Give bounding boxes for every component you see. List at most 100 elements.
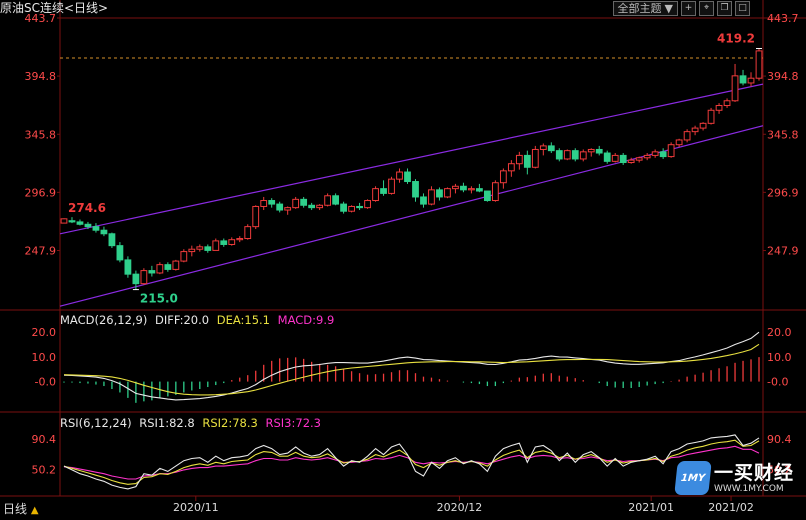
period-switcher-label: 日线 xyxy=(3,502,28,516)
price-tick-right: 296.9 xyxy=(767,186,799,199)
candle xyxy=(515,154,523,165)
rsi-legend-rsi1: RSI1:82.8 xyxy=(139,416,195,430)
rsi-tick-right: 90.4 xyxy=(767,433,792,446)
plus-icon[interactable]: + xyxy=(681,0,696,16)
logo-badge: 1MY xyxy=(674,461,712,495)
candle xyxy=(364,200,371,209)
rsi-tick-right: 50.2 xyxy=(767,464,792,477)
candle xyxy=(707,109,715,124)
price-tick-left: 296.9 xyxy=(25,186,57,199)
price-tick-left: 443.7 xyxy=(25,12,57,25)
diff-line xyxy=(63,331,760,401)
macd-tick-left: 20.0 xyxy=(32,326,57,339)
restore-icon[interactable]: ❐ xyxy=(717,0,732,16)
candle xyxy=(324,195,332,206)
low-label: 215.0 xyxy=(140,292,178,306)
maximize-icon[interactable]: □ xyxy=(735,0,750,16)
dea-line xyxy=(63,343,760,396)
candle xyxy=(723,100,731,107)
candle xyxy=(212,240,220,251)
candle xyxy=(76,221,84,225)
candle xyxy=(468,188,475,191)
candle xyxy=(132,273,140,285)
theme-select[interactable]: 全部主题 ▼ xyxy=(612,0,678,16)
candle xyxy=(675,139,683,146)
channel-line-upper xyxy=(59,83,764,235)
candle xyxy=(220,240,228,245)
rsi1-line xyxy=(63,434,760,490)
candle xyxy=(108,233,116,247)
candle xyxy=(667,144,675,158)
candle xyxy=(555,150,563,160)
candle xyxy=(372,188,379,202)
candle xyxy=(380,188,387,194)
start-label: 274.6 xyxy=(68,201,106,215)
macd-tick-left: 10.0 xyxy=(32,351,57,364)
candle xyxy=(619,154,627,164)
candle xyxy=(388,178,395,194)
chevron-up-icon: ▲ xyxy=(30,505,39,516)
candle xyxy=(683,131,691,141)
price-tick-right: 443.7 xyxy=(767,12,799,25)
macd-tick-right: -0.0 xyxy=(767,376,788,389)
macd-tick-right: 20.0 xyxy=(767,326,792,339)
candle xyxy=(300,198,308,206)
price-tick-left: 345.8 xyxy=(25,128,57,141)
period-label[interactable]: <日线> xyxy=(64,1,109,15)
macd-tick-left: -0.0 xyxy=(35,376,56,389)
logo-name: 一买财经 xyxy=(714,461,795,484)
candle xyxy=(460,185,467,191)
candle xyxy=(627,159,635,164)
candle xyxy=(595,148,603,154)
candle xyxy=(244,226,252,240)
period-switcher[interactable]: 日线 ▲ xyxy=(0,500,60,518)
candle xyxy=(691,127,699,133)
candle xyxy=(276,203,284,211)
candle xyxy=(635,157,643,161)
candle xyxy=(428,189,435,205)
price-tick-right: 247.9 xyxy=(767,245,799,258)
candle xyxy=(603,152,611,162)
candle xyxy=(316,204,324,209)
chart-toolbar: 全部主题 ▼ + ⌖ ❐ □ xyxy=(612,0,750,16)
candle xyxy=(539,145,547,150)
candle xyxy=(571,150,579,160)
candle xyxy=(188,248,196,253)
rsi-legend-rsi3: RSI3:72.3 xyxy=(265,416,321,430)
price-tick-left: 394.8 xyxy=(25,70,57,83)
symbol-name: 原油SC连续 xyxy=(0,1,64,15)
candle xyxy=(659,151,667,158)
chevron-down-icon: ▼ xyxy=(664,1,673,15)
macd-tick-right: 10.0 xyxy=(767,351,792,364)
candle xyxy=(140,270,148,285)
candle xyxy=(731,75,739,102)
candle xyxy=(755,50,763,79)
candle xyxy=(547,145,555,152)
candle xyxy=(507,163,515,172)
candle xyxy=(284,207,292,211)
candle xyxy=(260,200,268,207)
candle xyxy=(164,264,172,270)
crosshair-icon[interactable]: ⌖ xyxy=(699,0,714,16)
rsi-tick-left: 50.2 xyxy=(32,464,57,477)
candle xyxy=(332,195,340,205)
candle xyxy=(172,260,180,270)
candle xyxy=(116,245,124,261)
candle xyxy=(100,229,108,235)
candle xyxy=(404,171,411,183)
candle xyxy=(563,150,571,160)
candle xyxy=(180,251,188,262)
x-tick-label: 2021/01 xyxy=(628,501,674,514)
candle xyxy=(611,154,619,162)
candle xyxy=(84,223,92,228)
macd-legend: MACD(26,12,9) DIFF:20.0 DEA:15.1 MACD:9.… xyxy=(60,313,338,327)
candle xyxy=(643,154,651,159)
macd-legend-name: MACD(26,12,9) xyxy=(60,313,148,327)
candle xyxy=(651,151,659,156)
candle xyxy=(491,182,499,202)
theme-select-value: 全部主题 xyxy=(617,1,662,15)
candle xyxy=(444,188,451,198)
x-tick-label: 2020/11 xyxy=(173,501,219,514)
candle xyxy=(340,203,347,212)
